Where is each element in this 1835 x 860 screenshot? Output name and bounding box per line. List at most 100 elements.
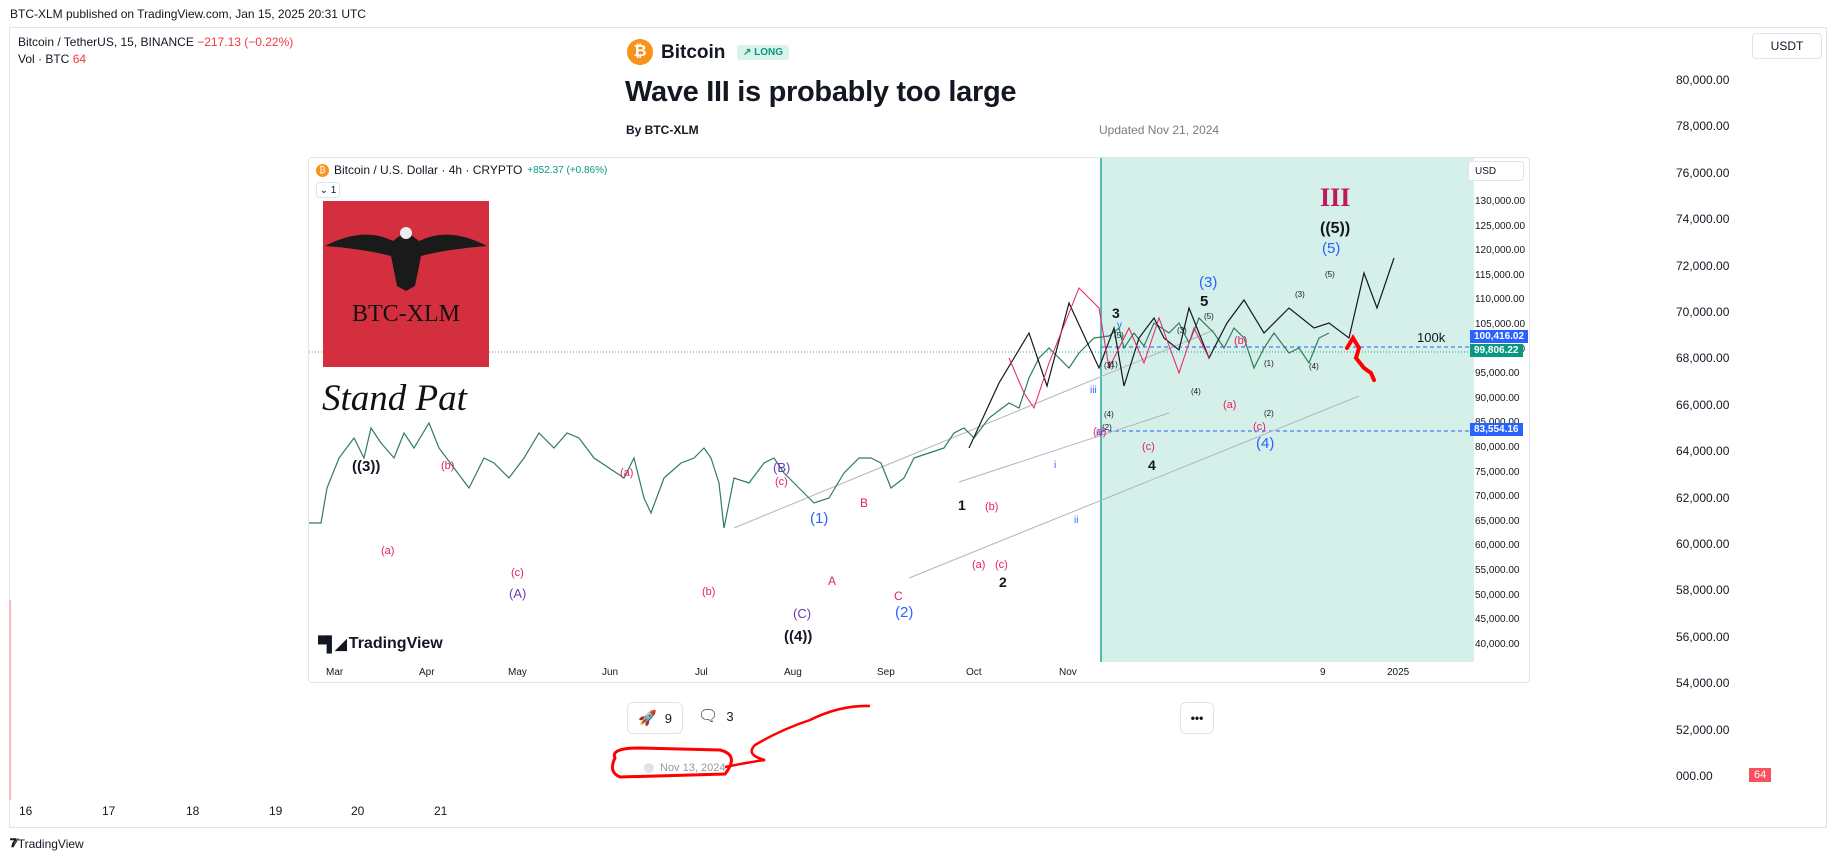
wave-label: v <box>1117 320 1122 331</box>
outer-chart-frame <box>9 27 1827 828</box>
wave-label: (b) <box>702 586 716 598</box>
boost-button[interactable]: 🚀 9 <box>627 702 683 734</box>
inner-price-tick: 115,000.00 <box>1475 269 1525 281</box>
eagle-icon <box>325 227 487 291</box>
wave-label: (b) <box>441 460 455 472</box>
wave-label: (1) <box>1108 360 1118 369</box>
inner-month-tick: May <box>508 667 527 678</box>
wave-label: (3) <box>1104 361 1114 370</box>
wave-label: 5 <box>1200 293 1209 310</box>
inner-price-tick: 110,000.00 <box>1475 294 1525 306</box>
wave-label: (c) <box>1142 441 1155 453</box>
idea-author[interactable]: By BTC-XLM <box>626 123 699 137</box>
outer-date-tick: 21 <box>434 804 448 818</box>
wave-label: (3) <box>1199 274 1218 291</box>
inner-month-tick: Jun <box>602 667 619 678</box>
wave-label: (a) <box>1223 399 1237 411</box>
outer-price-tick: 72,000.00 <box>1676 258 1730 273</box>
outer-price-tick: 68,000.00 <box>1676 351 1730 366</box>
stand-pat-annotation: Stand Pat <box>322 378 467 419</box>
wave-label: (a) <box>381 545 395 557</box>
footer-logo-text: TradingView <box>17 836 84 851</box>
inner-month-tick: Oct <box>966 667 982 678</box>
long-badge: ↗ LONG <box>737 45 790 60</box>
status-dot-icon <box>644 763 654 773</box>
outer-date-tick: 18 <box>186 804 200 818</box>
outer-price-tick: 52,000.00 <box>1676 722 1730 737</box>
comments-button[interactable]: 🗨 3 <box>698 706 734 726</box>
channel-lower-line <box>908 395 1360 579</box>
wave-label: (2) <box>1264 409 1274 418</box>
wave-label: (1) <box>1264 359 1274 368</box>
wave-label: ((3)) <box>352 458 381 475</box>
outer-vol-line[interactable]: Vol · BTC <box>18 52 70 66</box>
inner-price-tick: 55,000.00 <box>1475 565 1520 576</box>
watermark-text: TradingView <box>348 635 443 652</box>
outer-price-tick: 74,000.00 <box>1676 212 1730 227</box>
wave-label: (5) <box>1114 331 1124 340</box>
inner-price-tick: 45,000.00 <box>1475 614 1520 626</box>
idea-updated-date: Updated Nov 21, 2024 <box>1099 123 1220 137</box>
wave-label: (c) <box>1253 421 1266 433</box>
wave-label: i <box>1054 460 1057 471</box>
wave-label: (2) <box>1102 423 1112 432</box>
chevron-down-icon: ⌄ <box>319 184 329 196</box>
more-options-button[interactable]: ••• <box>1180 702 1214 734</box>
inner-price-tick: 50,000.00 <box>1475 589 1520 601</box>
published-date-text: Nov 13, 2024 <box>660 762 726 774</box>
logo-caption: BTC-XLM <box>352 301 460 327</box>
outer-date-tick: 19 <box>269 804 283 818</box>
wave-label: 1 <box>958 497 966 513</box>
inner-month-tick: Mar <box>326 667 344 678</box>
inner-change: +852.37 (+0.86%) <box>527 164 608 176</box>
comment-count: 3 <box>726 708 734 724</box>
outer-price-tick: 56,000.00 <box>1676 629 1730 644</box>
wave-label: (a) <box>972 559 986 571</box>
inner-currency-button: USD <box>1468 161 1524 181</box>
tradingview-logo-icon: 𝟕⁄ <box>10 836 17 850</box>
inner-price-tick: 90,000.00 <box>1475 392 1520 404</box>
wave-label: (C) <box>793 606 812 621</box>
outer-date-tick: 17 <box>102 804 116 818</box>
wave-label: (a) <box>620 467 634 479</box>
wave-label: 3 <box>1112 305 1120 321</box>
inner-price-tick: 65,000.00 <box>1475 515 1520 527</box>
wave-label: (4) <box>1104 410 1114 419</box>
idea-chart-snapshot[interactable] <box>308 157 1530 683</box>
inner-chart-legend: ₿ Bitcoin / U.S. Dollar · 4h · CRYPTO +8… <box>316 163 607 177</box>
inner-price-tick: 70,000.00 <box>1475 491 1520 503</box>
bitcoin-icon[interactable]: ₿ <box>627 39 653 65</box>
outer-price-tick: 000.00 <box>1676 769 1713 783</box>
rocket-icon: 🚀 <box>638 710 657 727</box>
wave-label: B <box>860 496 869 510</box>
inner-month-tick: Nov <box>1059 667 1077 678</box>
outer-price-tick: 80,000.00 <box>1676 73 1730 87</box>
inner-price-tick: 120,000.00 <box>1475 245 1526 257</box>
coin-name[interactable]: Bitcoin <box>661 42 726 63</box>
wave-label: (c) <box>995 559 1008 571</box>
inner-price-tick: 125,000.00 <box>1475 220 1526 232</box>
wave-label: A <box>828 574 837 588</box>
support-price-badge: 83,554.16 <box>1470 423 1523 436</box>
channel-mid-line <box>958 412 1170 483</box>
wave-label: 2 <box>999 574 1007 590</box>
wave-label: (B) <box>773 460 791 475</box>
hand-drawn-arrow <box>1345 334 1376 382</box>
inner-month-tick: 2025 <box>1387 667 1410 678</box>
target-label-100k: 100k <box>1417 330 1446 345</box>
currency-button[interactable]: USDT <box>1752 33 1822 59</box>
wave-label: (A) <box>509 586 527 601</box>
outer-symbol-line[interactable]: Bitcoin / TetherUS, 15, BINANCE <box>18 35 194 49</box>
inner-symbol-line: Bitcoin / U.S. Dollar · 4h · CRYPTO <box>334 163 523 177</box>
footer-tradingview-logo[interactable]: 𝟕⁄ TradingView <box>10 836 84 851</box>
wave-label: (5) <box>1322 240 1341 257</box>
inner-month-tick: Aug <box>784 667 802 678</box>
inner-price-tick: 40,000.00 <box>1475 638 1520 650</box>
collapse-legend-button[interactable]: ⌄ 1 <box>316 182 340 198</box>
boost-count: 9 <box>664 710 672 726</box>
wave-label: iii <box>1090 385 1097 396</box>
tradingview-logo-icon: ▀▌◢ <box>318 636 347 653</box>
wave-label: (2) <box>895 604 914 621</box>
outer-volume-badge: 64 <box>1749 768 1772 782</box>
wave-label: (4) <box>1256 435 1275 452</box>
